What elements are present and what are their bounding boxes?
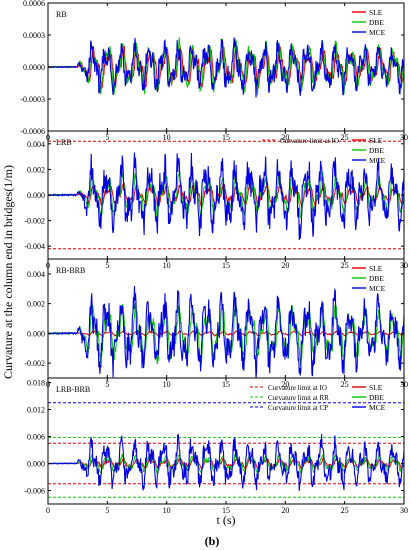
x-tick-label: 10 [163, 261, 171, 270]
panel-frame [47, 377, 405, 505]
y-tick-label: 0.000 [27, 460, 45, 469]
legend-label-curvature-limit-at-io: Curvature limit at IO [268, 384, 327, 392]
legend-label-curvature-limit-at-rr: Curvature limit at RR [268, 394, 329, 402]
x-tick-label: 10 [163, 133, 171, 142]
y-tick-label: -0.0006 [20, 127, 45, 136]
x-tick-label: 25 [341, 133, 349, 142]
legend-label-curvature-limit-at-cp: Curvature limit at CP [268, 404, 328, 412]
y-tick-label: 0.004 [27, 270, 45, 279]
y-tick-label: 0.004 [27, 140, 45, 149]
series-group [48, 433, 404, 491]
legend: Curvature limit at IO Curvature limit at … [250, 383, 386, 412]
legend-label-dbe: DBE [369, 18, 384, 27]
y-tick-label: -0.004 [24, 242, 45, 251]
y-tick-label: 0.0006 [23, 0, 45, 8]
y-tick-label: 0.0003 [23, 31, 45, 40]
x-tick-label: 20 [281, 380, 289, 389]
y-tick-label: -0.0003 [20, 95, 45, 104]
legend-label-mce: MCE [369, 284, 386, 293]
x-tick-label: 10 [163, 380, 171, 389]
series-group [48, 37, 404, 98]
x-tick-label: 5 [105, 133, 109, 142]
y-tick-label: 0.0000 [23, 63, 45, 72]
y-tick-label: 0.000 [27, 329, 45, 338]
x-tick-label: 5 [105, 380, 109, 389]
y-tick-label: -0.002 [24, 217, 45, 226]
x-tick-label: 25 [341, 380, 349, 389]
y-axis-label: Curvature at the column end in bridges(1… [1, 165, 15, 379]
series-line-mce [48, 285, 404, 378]
y-tick-label: 0.002 [27, 300, 45, 309]
x-tick-label: 5 [105, 506, 109, 515]
series-line-sle [48, 457, 404, 471]
series-group [48, 285, 404, 378]
x-tick-label: 15 [222, 133, 230, 142]
x-tick-label: 15 [222, 506, 230, 515]
x-tick-label: 10 [163, 506, 171, 515]
y-tick-label: -0.002 [24, 359, 45, 368]
y-tick-label: 0.018 [27, 379, 45, 388]
y-tick-label: -0.006 [24, 487, 45, 496]
panel-label: LRB-BRB [56, 385, 90, 394]
x-tick-label: 0 [46, 506, 50, 515]
x-tick-label: 20 [281, 506, 289, 515]
panel-label: RB-BRB [56, 266, 85, 275]
x-tick-label: 25 [341, 506, 349, 515]
x-tick-label: 20 [281, 133, 289, 142]
x-tick-label: 15 [222, 261, 230, 270]
x-tick-label: 15 [222, 380, 230, 389]
y-tick-label: 0.000 [27, 191, 45, 200]
y-tick-label: 0.006 [27, 433, 45, 442]
legend-label-dbe: DBE [369, 274, 384, 283]
x-axis-label: t (s) [217, 513, 236, 527]
series-line-mce [48, 433, 404, 491]
panel-lrb-brb: -0.006 0.000 0.006 0.012 0.018 0 5 10 15 20 25 30 LR… [24, 377, 408, 515]
series-line-sle [48, 330, 404, 337]
series-line-mce [48, 37, 404, 98]
y-tick-label: 0.012 [27, 406, 45, 415]
legend-label-mce: MCE [369, 156, 386, 165]
series-line-mce [48, 152, 404, 240]
legend-label-curvature-limit-at-io: Curvature limit at IO [280, 137, 339, 145]
legend-label-dbe: DBE [369, 393, 384, 402]
chart-panels: -0.0006 -0.0003 0.0000 0.0003 0.0006 0 5 10 15 20… [20, 0, 408, 515]
legend-label-sle: SLE [369, 383, 383, 392]
panel-label: LRB [56, 138, 72, 147]
x-tick-label: 30 [400, 506, 408, 515]
y-tick-label: 0.002 [27, 165, 45, 174]
series-group [48, 152, 404, 240]
legend-label-sle: SLE [369, 264, 383, 273]
x-tick-label: 25 [341, 261, 349, 270]
x-tick-label: 20 [281, 261, 289, 270]
panel-label: RB [56, 10, 67, 19]
legend-label-dbe: DBE [369, 146, 384, 155]
legend-label-sle: SLE [369, 8, 383, 17]
legend-label-sle: SLE [369, 136, 383, 145]
figure-caption: (b) [205, 534, 220, 548]
x-tick-label: 5 [105, 261, 109, 270]
legend-label-mce: MCE [369, 403, 386, 412]
legend-label-mce: MCE [369, 28, 386, 37]
